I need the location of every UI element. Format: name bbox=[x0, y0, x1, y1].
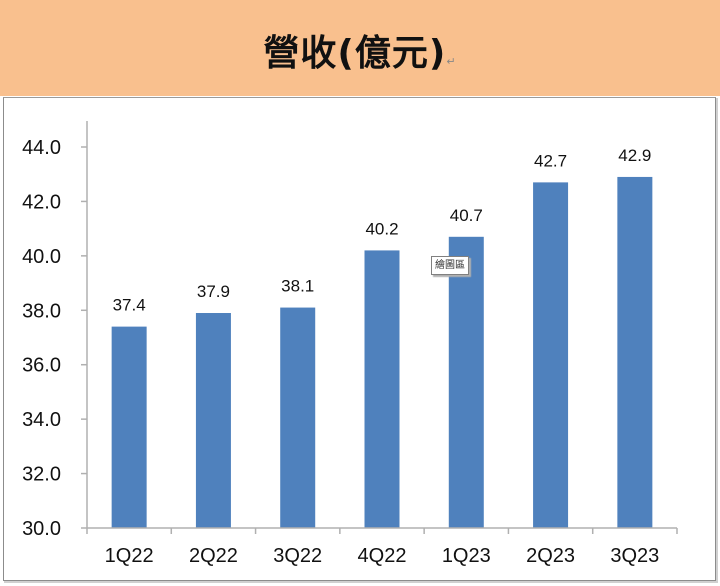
data-label: 40.2 bbox=[365, 219, 398, 238]
y-tick-label: 44.0 bbox=[22, 137, 61, 159]
paragraph-mark-icon: ↵ bbox=[446, 55, 457, 68]
y-tick-label: 34.0 bbox=[22, 409, 61, 431]
bar-4Q22[interactable] bbox=[364, 250, 400, 528]
x-axis: 1Q22 2Q22 3Q22 4Q22 1Q23 2Q23 3Q23 bbox=[86, 527, 678, 567]
x-tick-label: 4Q22 bbox=[358, 545, 407, 567]
x-tick-label: 1Q22 bbox=[105, 545, 154, 567]
bar-2Q23[interactable] bbox=[533, 182, 569, 528]
frame-shadow bbox=[4, 581, 717, 583]
bar-series[interactable] bbox=[111, 176, 653, 529]
title-banner: 營收(億元)↵ bbox=[0, 0, 720, 96]
y-tick-label: 30.0 bbox=[22, 518, 61, 540]
data-label: 38.1 bbox=[281, 277, 314, 296]
bar-1Q23[interactable] bbox=[448, 236, 484, 529]
chart-title-text: 營收(億元) bbox=[263, 33, 447, 74]
data-label: 37.9 bbox=[197, 282, 230, 301]
y-axis: 30.0 32.0 34.0 36.0 38.0 40.0 42.0 44.0 bbox=[22, 121, 88, 540]
bar-3Q23[interactable] bbox=[617, 176, 653, 528]
x-tick-label: 2Q23 bbox=[526, 545, 575, 567]
plot-area-tooltip: 繪圖區 bbox=[431, 256, 469, 275]
y-tick-label: 32.0 bbox=[22, 464, 61, 486]
x-tick-label: 2Q22 bbox=[189, 545, 238, 567]
frame-shadow bbox=[716, 98, 718, 583]
y-tick-label: 38.0 bbox=[22, 300, 61, 322]
x-tick-label: 1Q23 bbox=[442, 545, 491, 567]
y-tick-label: 40.0 bbox=[22, 246, 61, 268]
bar-2Q22[interactable] bbox=[195, 313, 231, 528]
y-tick-label: 36.0 bbox=[22, 355, 61, 377]
bar-3Q22[interactable] bbox=[280, 307, 316, 528]
data-label: 42.7 bbox=[534, 151, 567, 170]
x-tick-label: 3Q23 bbox=[610, 545, 659, 567]
data-label: 37.4 bbox=[113, 296, 146, 315]
y-tick-label: 42.0 bbox=[22, 191, 61, 213]
data-labels: 37.4 37.9 38.1 40.2 40.7 42.7 42.9 bbox=[113, 146, 652, 315]
bar-1Q22[interactable] bbox=[111, 326, 147, 528]
chart-title: 營收(億元)↵ bbox=[0, 24, 720, 76]
x-tick-label: 3Q22 bbox=[273, 545, 322, 567]
data-label: 40.7 bbox=[450, 206, 483, 225]
data-label: 42.9 bbox=[618, 146, 651, 165]
